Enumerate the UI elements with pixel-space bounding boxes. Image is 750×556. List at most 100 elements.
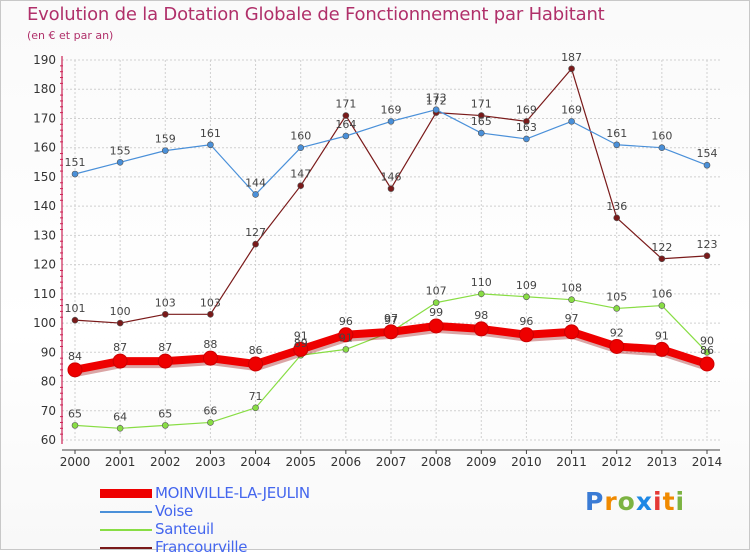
data-label: 171: [471, 98, 492, 111]
data-label: 159: [155, 133, 176, 146]
data-label: 161: [606, 127, 627, 140]
data-point: [658, 144, 666, 151]
data-label: 169: [561, 103, 582, 116]
data-point: [252, 240, 259, 248]
data-point: [609, 338, 625, 354]
data-point: [338, 327, 354, 343]
data-point: [703, 161, 711, 169]
data-label: 90: [700, 334, 714, 347]
legend-swatch: [100, 547, 152, 549]
data-label: 65: [68, 407, 82, 420]
data-point: [564, 324, 580, 340]
data-point: [518, 327, 534, 343]
data-point: [432, 106, 440, 113]
data-label: 96: [339, 315, 353, 328]
data-label: 87: [158, 341, 172, 354]
legend-label: Francourville: [155, 538, 248, 556]
data-label: 146: [381, 171, 402, 184]
y-tick-label: 130: [33, 228, 56, 242]
x-tick-label: 2001: [105, 455, 136, 469]
data-point: [699, 356, 715, 372]
data-label: 97: [384, 314, 398, 327]
data-point: [342, 132, 350, 140]
legend-label: MOINVILLE-LA-JEULIN: [155, 484, 310, 502]
data-point: [342, 346, 350, 353]
data-label: 110: [471, 276, 492, 289]
logo-letter: i: [675, 487, 686, 516]
data-point: [71, 170, 79, 178]
y-tick-label: 140: [33, 199, 56, 213]
x-tick-label: 2012: [601, 455, 632, 469]
legend-swatch: [100, 489, 152, 498]
data-point: [297, 144, 305, 151]
y-tick-label: 90: [41, 345, 56, 359]
data-label: 66: [203, 404, 217, 417]
x-tick-label: 2013: [647, 455, 678, 469]
x-tick-label: 2007: [376, 455, 407, 469]
data-label: 89: [294, 337, 308, 350]
x-tick-label: 2010: [511, 455, 542, 469]
y-tick-label: 100: [33, 316, 56, 330]
data-label: 107: [426, 285, 447, 298]
data-label: 109: [516, 279, 537, 292]
data-label: 98: [474, 309, 488, 322]
data-label: 65: [158, 407, 172, 420]
data-label: 127: [245, 226, 266, 239]
data-label: 160: [651, 130, 672, 143]
data-label: 87: [113, 341, 127, 354]
data-label: 86: [249, 344, 263, 357]
data-label: 105: [606, 290, 627, 303]
data-label: 91: [294, 329, 308, 342]
data-point: [523, 293, 530, 301]
data-label: 103: [200, 296, 221, 309]
data-label: 164: [335, 118, 356, 131]
data-label: 151: [65, 156, 86, 169]
data-label: 97: [565, 312, 579, 325]
data-point: [613, 214, 621, 222]
x-tick-label: 2006: [331, 455, 362, 469]
data-label: 108: [561, 282, 582, 295]
data-label: 71: [249, 390, 263, 403]
y-tick-label: 160: [33, 141, 56, 155]
y-tick-label: 60: [41, 433, 56, 447]
logo-letter: t: [662, 487, 676, 516]
x-tick-label: 2000: [60, 455, 91, 469]
data-label: 172: [426, 95, 447, 108]
data-label: 171: [335, 98, 356, 111]
data-point: [116, 425, 124, 432]
chart-subtitle: (en € et par an): [27, 29, 114, 42]
data-point: [703, 349, 711, 356]
data-point: [523, 135, 530, 143]
data-label: 101: [65, 302, 86, 315]
data-point: [116, 319, 124, 327]
y-tick-label: 190: [33, 53, 56, 67]
data-point: [387, 118, 395, 125]
data-label: 147: [290, 168, 311, 181]
data-point: [252, 404, 259, 412]
data-label: 161: [200, 127, 221, 140]
data-point: [71, 316, 79, 324]
data-point: [71, 422, 79, 429]
data-point: [477, 112, 485, 119]
data-label: 144: [245, 176, 266, 189]
proxiti-logo: Proxiti: [585, 487, 685, 516]
data-point: [383, 324, 399, 340]
data-label: 160: [290, 130, 311, 143]
logo-letter: x: [635, 487, 653, 516]
data-label: 103: [155, 296, 176, 309]
data-point: [613, 305, 621, 312]
data-label: 99: [429, 306, 443, 319]
data-point: [658, 302, 666, 309]
data-point: [207, 311, 214, 318]
data-label: 64: [113, 410, 127, 423]
data-label: 187: [561, 51, 582, 64]
data-label: 163: [516, 121, 537, 134]
data-label: 88: [203, 338, 217, 351]
data-label: 92: [610, 326, 624, 339]
y-tick-label: 110: [33, 287, 56, 301]
data-label: 169: [516, 103, 537, 116]
data-point: [161, 422, 169, 429]
logo-letter: o: [617, 487, 636, 516]
data-label: 173: [426, 92, 447, 105]
